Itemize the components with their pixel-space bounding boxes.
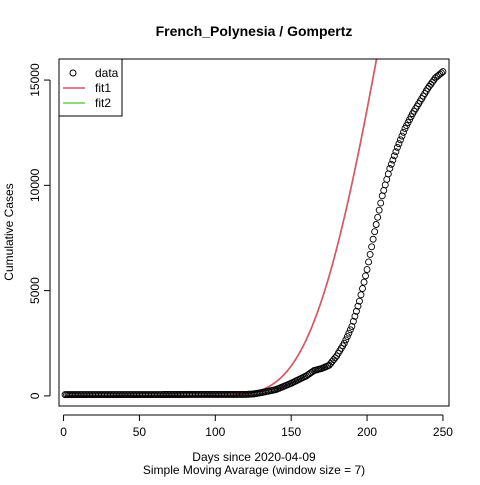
data-point: [387, 160, 395, 168]
data-point: [437, 69, 445, 77]
data-point: [400, 128, 407, 136]
data-point: [346, 326, 354, 334]
data-point: [342, 336, 350, 344]
x-tick-label: 100: [205, 425, 225, 439]
data-point: [398, 132, 406, 140]
y-tick-label: 0: [28, 392, 42, 399]
chart-subtitle: Simple Moving Avarage (window size = 7): [143, 463, 365, 477]
data-point: [392, 148, 400, 156]
data-point: [368, 243, 376, 251]
legend-label: fit1: [95, 81, 111, 95]
data-point: [340, 339, 348, 347]
data-point: [362, 272, 369, 280]
data-point: [352, 307, 360, 315]
data-point: [393, 143, 401, 151]
y-tick-label: 5000: [28, 277, 42, 304]
data-point: [439, 68, 447, 76]
legend-entry-data: data: [69, 66, 119, 80]
data-point: [366, 250, 374, 258]
data-point: [375, 206, 383, 214]
x-axis: 0 50 100 150 200 250: [60, 414, 453, 439]
x-axis-label: Days since 2020-04-09: [192, 450, 316, 464]
data-point: [396, 136, 404, 144]
legend-swatch-circle: [69, 69, 77, 77]
y-tick-label: 15000: [28, 63, 42, 97]
data-point: [377, 199, 385, 207]
data-point: [343, 333, 351, 340]
data-point: [345, 329, 353, 337]
data-point: [360, 278, 368, 286]
data-point: [351, 312, 359, 320]
data-point: [349, 317, 357, 325]
data-point: [372, 221, 380, 228]
data-point: [389, 156, 397, 164]
data-point: [363, 266, 371, 274]
legend-entry-fit2: fit2: [63, 96, 111, 110]
data-point: [348, 322, 356, 330]
chart-title: French_Polynesia / Gompertz: [156, 23, 353, 39]
data-point: [395, 140, 403, 148]
legend-label: fit2: [95, 96, 111, 110]
data-point: [356, 297, 363, 305]
x-tick-label: 200: [357, 425, 377, 439]
data-point: [374, 213, 382, 221]
x-tick-label: 50: [133, 425, 147, 439]
data-point: [365, 258, 373, 266]
data-point: [386, 165, 394, 172]
plot-frame: [58, 58, 450, 407]
plot-area: [61, 59, 447, 399]
data-point: [390, 152, 398, 160]
data-point: [369, 235, 377, 243]
data-point: [357, 291, 365, 299]
data-point: [359, 285, 366, 292]
x-tick-label: 150: [281, 425, 301, 439]
data-point: [371, 228, 379, 236]
y-tick-label: 10000: [28, 168, 42, 202]
data-point: [354, 302, 362, 310]
y-axis: 0 5000 10000 15000: [28, 63, 51, 399]
legend-label: data: [95, 66, 119, 80]
x-tick-label: 250: [433, 425, 453, 439]
y-axis-label: Cumulative Cases: [2, 183, 16, 280]
legend-entry-fit1: fit1: [63, 81, 111, 95]
x-tick-label: 0: [60, 425, 67, 439]
